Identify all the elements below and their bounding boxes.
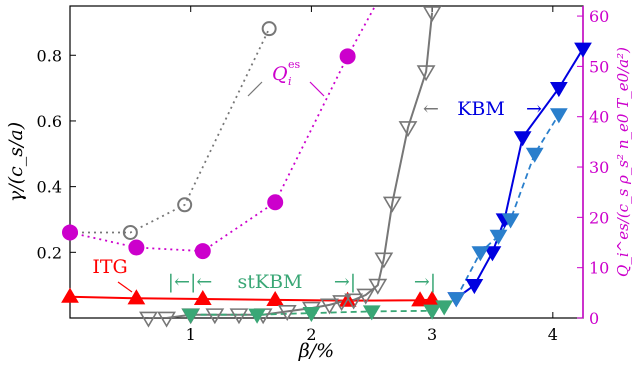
q-arrow-right	[309, 81, 325, 97]
data-point-gray_triangles	[205, 308, 225, 325]
data-point-kbm_lightblue	[549, 108, 568, 124]
series-line-itg_red	[70, 295, 433, 302]
data-point-itg_red	[127, 289, 146, 305]
data-point-gray_triangles	[398, 121, 418, 138]
stkbm-bar-end: →|	[414, 271, 436, 293]
q-label: Q	[272, 63, 288, 85]
plot-axes: 1 2 3 4 0.2 0.4 0.6 0.8 0 10 20 30 40 50 60 β/% γ/(c_s/a…	[5, 5, 632, 362]
data-point-kbm_lightblue	[447, 292, 466, 308]
y-axis-label-left: γ/(c_s/a)	[5, 122, 27, 202]
y-tick-label-left: 0.4	[37, 178, 62, 197]
data-point-gray_triangles	[374, 252, 394, 269]
annotation-layer: ITG |←|← stKBM →| →| ← KBM → Q es i	[92, 58, 542, 293]
data-point-kbm_lightblue	[525, 147, 544, 163]
data-point-gray_triangles	[332, 295, 351, 312]
stkbm-label: stKBM	[238, 271, 303, 293]
data-point-kbm_lightblue	[489, 229, 508, 245]
data-point-stkbm_green	[423, 304, 441, 320]
series-layer	[70, 6, 583, 318]
data-point-q_magenta	[194, 243, 211, 260]
data-point-itg_red	[266, 290, 285, 307]
q-label-sub: i	[288, 75, 292, 88]
data-point-q_magenta	[267, 194, 284, 211]
data-point-kbm_blue	[549, 82, 568, 98]
data-point-gray_triangles	[422, 6, 442, 23]
series-line-q_gray	[70, 28, 271, 234]
data-point-kbm_blue	[513, 131, 532, 147]
data-point-kbm_blue	[574, 42, 592, 58]
data-point-q_magenta	[339, 48, 356, 65]
y-tick-label-left: 0.2	[37, 243, 62, 262]
y-tick-label-right: 30	[589, 158, 609, 177]
y-tick-label-left: 0.6	[37, 112, 62, 131]
data-point-q_gray	[122, 224, 138, 240]
itg-label: ITG	[92, 256, 127, 278]
data-point-gray_triangles	[382, 196, 402, 213]
q-arrow-left	[247, 81, 263, 97]
kbm-label: KBM	[457, 98, 505, 120]
data-point-stkbm_green	[362, 305, 381, 321]
y-tick-label-right: 60	[589, 7, 609, 26]
q-label-sup: es	[288, 58, 301, 71]
data-point-q_magenta	[128, 239, 145, 256]
series-line-kbm_lightblue	[455, 113, 560, 299]
data-point-kbm_lightblue	[471, 246, 490, 262]
kbm-arrow-right: →	[526, 98, 542, 120]
x-axis-label: β/%	[298, 340, 334, 362]
y-tick-label-right: 0	[589, 309, 599, 328]
data-point-q_gray	[177, 197, 193, 213]
stkbm-bar-left: |←|←	[168, 271, 213, 293]
data-point-q_magenta	[62, 224, 78, 241]
data-point-kbm_blue	[483, 246, 502, 262]
data-point-stkbm_green	[435, 300, 454, 316]
data-point-gray_triangles	[277, 305, 297, 322]
y-tick-label-right: 50	[589, 57, 609, 76]
data-point-gray_triangles	[320, 298, 339, 315]
x-tick-label: 2	[306, 325, 316, 344]
data-point-itg_red	[61, 287, 79, 303]
data-point-kbm_lightblue	[501, 213, 520, 229]
data-point-gray_triangles	[356, 288, 376, 305]
itg-arrow	[117, 281, 133, 293]
data-point-gray_triangles	[139, 311, 158, 328]
data-point-stkbm_green	[248, 308, 266, 324]
data-point-itg_red	[411, 291, 429, 307]
x-tick-label: 4	[548, 325, 558, 344]
data-point-itg_red	[193, 289, 212, 306]
plot-frame	[69, 5, 584, 319]
y-tick-label-left: 0.8	[37, 46, 62, 65]
data-point-stkbm_green	[302, 306, 321, 323]
y-tick-label-right: 20	[589, 208, 609, 227]
series-line-q_magenta	[70, 6, 377, 253]
data-point-kbm_blue	[465, 279, 484, 295]
y-tick-label-right: 40	[589, 108, 609, 127]
y-axis-label-right: Q_i^es/(c_s ρ_s² n_e0 T_e0/a²)	[614, 47, 632, 277]
stkbm-bar-right: →|	[334, 271, 356, 293]
kbm-arrow-left: ←	[423, 98, 439, 120]
data-point-gray_triangles	[157, 311, 176, 328]
data-point-stkbm_green	[181, 308, 200, 324]
x-tick-label: 1	[186, 325, 196, 344]
x-tick-label: 3	[427, 325, 437, 344]
y-tick-label-right: 10	[589, 259, 609, 278]
data-point-gray_triangles	[344, 293, 364, 310]
data-point-gray_triangles	[229, 308, 249, 325]
data-point-q_gray	[261, 21, 277, 37]
data-point-gray_triangles	[416, 65, 436, 82]
marker-layer	[61, 6, 592, 328]
data-point-gray_triangles	[368, 278, 388, 295]
